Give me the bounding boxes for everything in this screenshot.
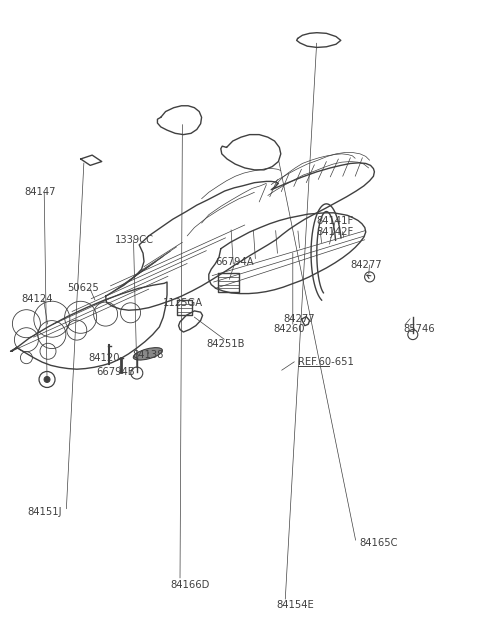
Text: 84154E: 84154E: [276, 600, 314, 610]
Text: 84277: 84277: [350, 260, 382, 270]
Text: 84166D: 84166D: [170, 579, 210, 590]
Text: 66794B: 66794B: [96, 367, 134, 377]
Text: 84165C: 84165C: [359, 538, 397, 548]
Text: 1125GA: 1125GA: [163, 297, 204, 308]
Text: 85746: 85746: [403, 324, 435, 335]
Text: 66794A: 66794A: [215, 256, 253, 267]
Text: 84147: 84147: [24, 187, 56, 197]
Text: 50625: 50625: [67, 283, 99, 294]
Ellipse shape: [133, 347, 162, 360]
Text: 84142F: 84142F: [317, 227, 354, 237]
Text: 84141F: 84141F: [317, 215, 354, 226]
Text: 1339CC: 1339CC: [115, 235, 154, 245]
Text: 84260: 84260: [274, 324, 305, 335]
Text: 84124: 84124: [22, 294, 53, 304]
Text: 84138: 84138: [132, 350, 163, 360]
Text: 84277: 84277: [283, 313, 315, 324]
Circle shape: [44, 376, 50, 383]
Text: 84251B: 84251B: [206, 338, 245, 349]
Text: REF.60-651: REF.60-651: [298, 357, 353, 367]
Text: 84151J: 84151J: [28, 506, 62, 517]
Text: 84120: 84120: [89, 353, 120, 363]
